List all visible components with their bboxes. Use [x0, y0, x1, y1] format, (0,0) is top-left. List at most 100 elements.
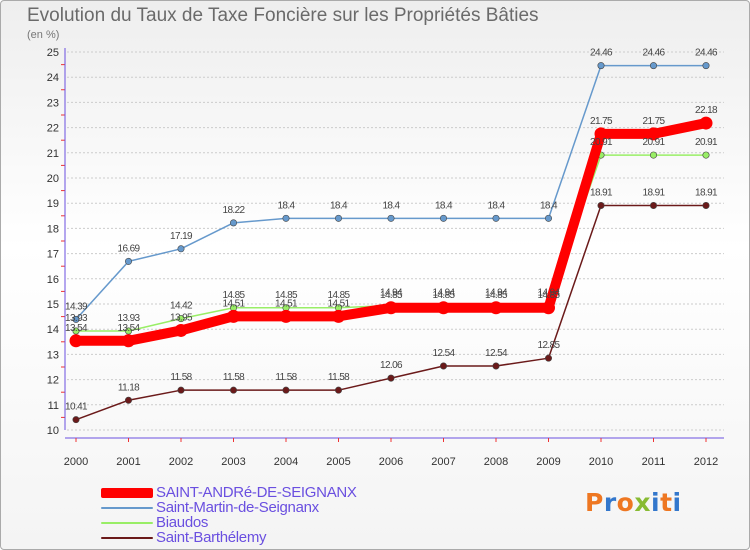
series-biaudos-point — [125, 327, 133, 335]
y-tick-label: 14 — [47, 324, 59, 336]
y-tick-label: 18 — [47, 223, 59, 235]
y-tick-label: 19 — [47, 198, 59, 210]
series-saint-barth-lemy-point — [72, 416, 80, 424]
series-saint-andr-de-seignanx-data-label: 14.85 — [432, 290, 455, 301]
logo-letter: i — [651, 488, 661, 517]
series-saint-andr-de-seignanx-point — [489, 301, 503, 315]
series-saint-andr-de-seignanx-data-label: 14.85 — [485, 290, 508, 301]
series-saint-barth-lemy-data-label: 18.91 — [590, 187, 613, 198]
series-saint-andr-de-seignanx-point — [122, 334, 135, 348]
series-saint-barth-lemy-data-label: 12.54 — [432, 348, 455, 359]
series-saint-martin-de-seignanx-point — [544, 214, 552, 222]
series-saint-martin-de-seignanx-data-label: 16.69 — [117, 243, 140, 254]
series-saint-andr-de-seignanx-data-label: 14.51 — [327, 298, 350, 309]
series-saint-andr-de-seignanx-point — [699, 116, 713, 130]
y-tick-label: 11 — [48, 400, 59, 412]
series-saint-barth-lemy-point — [125, 396, 133, 404]
series-saint-barth-lemy-data-label: 11.58 — [328, 372, 350, 383]
series-saint-barth-lemy-data-label: 11.58 — [223, 372, 245, 383]
logo-letter: r — [603, 488, 617, 517]
series-saint-barth-lemy-point — [649, 201, 657, 209]
x-tick-label: 2007 — [431, 456, 455, 468]
series-saint-barth-lemy-data-label: 18.91 — [642, 187, 665, 198]
logo-letter: x — [634, 488, 651, 517]
series-saint-martin-de-seignanx-point — [230, 219, 238, 227]
series-saint-andr-de-seignanx-point — [437, 301, 450, 315]
series-saint-martin-de-seignanx-point — [125, 257, 133, 265]
legend-label: Saint-Barthélemy — [156, 529, 267, 546]
series-biaudos-data-label: 14.42 — [170, 301, 193, 312]
data-labels: 10.41 11.18 11.58 11.58 11.58 11.58 12.06 12.54… — [65, 48, 719, 413]
x-tick-label: 2006 — [379, 456, 403, 468]
series-saint-barth-lemy-data-label: 18.91 — [695, 187, 718, 198]
series-biaudos-data-label: 13.93 — [117, 313, 140, 324]
grid-lines — [67, 51, 724, 431]
x-tick-label: 2003 — [221, 456, 245, 468]
series-saint-martin-de-seignanx-point — [702, 62, 710, 70]
legend-label: SAINT-ANDRé-DE-SEIGNANX — [156, 484, 357, 501]
series-saint-barth-lemy-point — [492, 362, 500, 370]
series-saint-andr-de-seignanx-point — [542, 301, 555, 315]
series-saint-andr-de-seignanx-data-label: 13.54 — [65, 323, 88, 334]
series-saint-barth-lemy-point — [597, 201, 605, 209]
series-saint-andr-de-seignanx-point — [384, 301, 398, 315]
series-saint-martin-de-seignanx-point — [649, 62, 657, 70]
y-tick-label: 20 — [47, 173, 59, 185]
series-saint-martin-de-seignanx-point — [492, 214, 500, 222]
y-tick-label: 21 — [47, 148, 59, 160]
series-saint-martin-de-seignanx-data-label: 18.4 — [330, 200, 348, 211]
legend-swatch — [101, 488, 153, 498]
series-saint-barth-lemy-point — [334, 386, 342, 394]
y-tick-label: 16 — [47, 274, 59, 286]
series-saint-martin-de-seignanx-data-label: 18.4 — [435, 200, 453, 211]
logo-letter: o — [616, 488, 635, 517]
series-saint-barth-lemy-data-label: 12.54 — [485, 348, 508, 359]
series-saint-martin-de-seignanx-data-label: 18.4 — [277, 200, 295, 211]
y-tick-label: 22 — [47, 123, 59, 135]
series-saint-barth-lemy-point — [387, 374, 395, 382]
series-saint-martin-de-seignanx-data-label: 14.39 — [65, 301, 88, 312]
legend-label: Saint-Martin-de-Seignanx — [156, 499, 319, 516]
series-biaudos-point — [649, 151, 657, 159]
chart-title: Evolution du Taux de Taxe Foncière sur l… — [27, 5, 539, 26]
proxiti-logo: Proxiti — [585, 488, 682, 517]
logo-letter: t — [660, 488, 673, 517]
x-tick-label: 2001 — [116, 456, 140, 468]
series-saint-martin-de-seignanx-data-label: 24.46 — [642, 48, 665, 59]
series-saint-andr-de-seignanx-data-label: 13.54 — [117, 323, 140, 334]
series-saint-andr-de-seignanx-point — [647, 127, 660, 141]
series-saint-barth-lemy-data-label: 12.85 — [537, 340, 560, 351]
x-tick-label: 2004 — [274, 456, 298, 468]
series-saint-andr-de-seignanx-data-label: 21.75 — [642, 116, 665, 127]
series-saint-andr-de-seignanx-point — [332, 309, 345, 323]
series-saint-barth-lemy-point — [544, 354, 552, 362]
series-saint-martin-de-seignanx-point — [282, 214, 290, 222]
logo-letter: P — [585, 488, 604, 517]
series-saint-barth-lemy-data-label: 11.58 — [170, 372, 192, 383]
legend-swatch — [101, 507, 153, 509]
x-tick-label: 2010 — [589, 456, 613, 468]
y-tick-label: 12 — [47, 375, 59, 387]
series-saint-barth-lemy-data-label: 11.18 — [118, 382, 140, 393]
series-saint-martin-de-seignanx-data-label: 18.4 — [382, 200, 400, 211]
series-biaudos-point — [702, 151, 710, 159]
series-saint-barth-lemy-point — [702, 201, 710, 209]
series-saint-andr-de-seignanx-point — [174, 323, 188, 337]
chart-unit-label: (en %) — [27, 29, 60, 41]
legend-swatch — [101, 522, 153, 524]
series-biaudos-data-label: 14.85 — [275, 290, 298, 301]
series-saint-barth-lemy-point — [177, 386, 185, 394]
series-saint-andr-de-seignanx-data-label: 14.85 — [380, 290, 403, 301]
x-tick-label: 2000 — [64, 456, 88, 468]
x-tick-label: 2008 — [484, 456, 508, 468]
series-biaudos-data-label: 20.91 — [642, 137, 665, 148]
x-tick-label: 2012 — [694, 456, 718, 468]
series-biaudos-data-label: 14.85 — [222, 290, 245, 301]
series-saint-martin-de-seignanx-data-label: 24.46 — [590, 48, 613, 59]
series-saint-barth-lemy-data-label: 10.41 — [65, 402, 88, 413]
series-saint-martin-de-seignanx-data-label: 18.4 — [487, 200, 505, 211]
series-saint-martin-de-seignanx-point — [177, 245, 185, 253]
series-saint-barth-lemy-point — [230, 386, 238, 394]
series-saint-barth-lemy-data-label: 11.58 — [275, 372, 297, 383]
